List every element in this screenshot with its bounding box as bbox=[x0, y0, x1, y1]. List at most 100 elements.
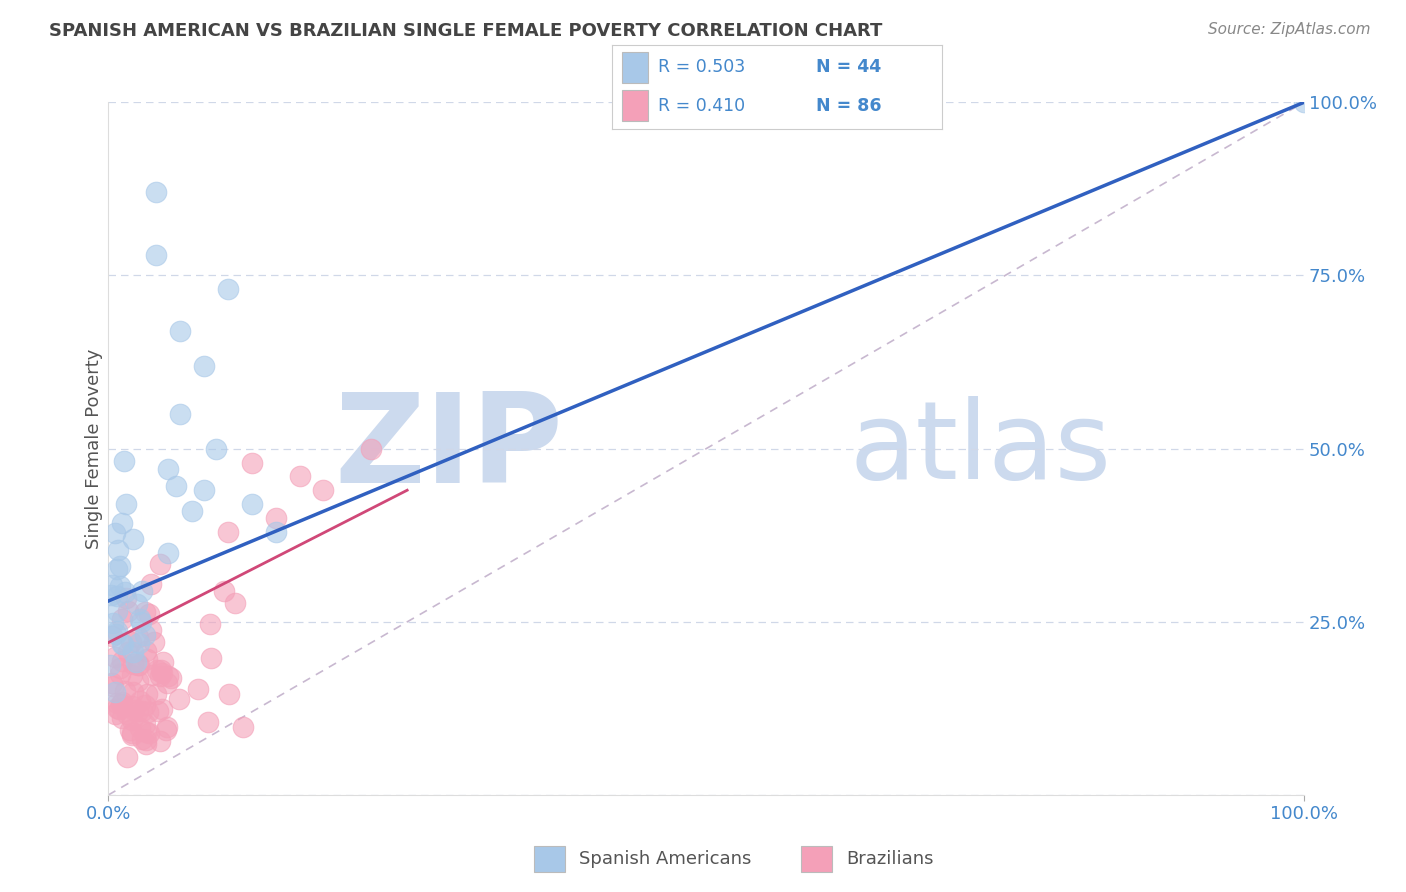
Point bbox=[105, 701, 128, 715]
Point bbox=[155, 720, 177, 734]
Point bbox=[101, 629, 124, 643]
Text: SPANISH AMERICAN VS BRAZILIAN SINGLE FEMALE POVERTY CORRELATION CHART: SPANISH AMERICAN VS BRAZILIAN SINGLE FEM… bbox=[49, 22, 883, 40]
Point bbox=[197, 714, 219, 729]
Point bbox=[146, 664, 169, 678]
Point bbox=[193, 359, 215, 373]
Point bbox=[104, 650, 127, 665]
Point bbox=[107, 542, 129, 557]
Point bbox=[101, 679, 124, 693]
Point bbox=[240, 456, 263, 470]
Point bbox=[111, 612, 134, 626]
Point bbox=[105, 627, 128, 641]
Point bbox=[101, 615, 124, 630]
Point bbox=[117, 605, 139, 619]
Point bbox=[134, 605, 156, 619]
Point bbox=[139, 577, 162, 591]
Point bbox=[312, 483, 335, 498]
Point bbox=[141, 667, 163, 681]
Point bbox=[143, 634, 166, 648]
Point bbox=[108, 701, 131, 715]
Point bbox=[115, 750, 138, 764]
Point bbox=[127, 631, 149, 645]
Point bbox=[204, 442, 226, 456]
Point bbox=[169, 324, 191, 338]
Point bbox=[121, 645, 143, 659]
Point bbox=[111, 711, 134, 725]
Point bbox=[112, 454, 135, 468]
Point bbox=[111, 694, 134, 708]
Point bbox=[120, 635, 142, 649]
Text: Spanish Americans: Spanish Americans bbox=[579, 850, 752, 868]
Point bbox=[127, 658, 149, 673]
Point bbox=[105, 562, 128, 576]
Point bbox=[101, 675, 124, 690]
Point bbox=[264, 524, 287, 539]
Point bbox=[101, 578, 124, 592]
Point bbox=[121, 713, 143, 727]
Point bbox=[135, 733, 157, 747]
Point bbox=[131, 731, 153, 746]
Point bbox=[156, 545, 179, 559]
Point bbox=[125, 655, 148, 669]
Point bbox=[129, 694, 152, 708]
Point bbox=[146, 705, 169, 719]
Point bbox=[121, 668, 143, 682]
Point bbox=[145, 687, 167, 701]
Point bbox=[124, 704, 146, 718]
Point bbox=[167, 692, 190, 706]
Point bbox=[115, 497, 138, 511]
Point bbox=[128, 612, 150, 626]
Point bbox=[218, 687, 240, 701]
Point bbox=[217, 282, 239, 296]
Point bbox=[135, 687, 157, 701]
Point bbox=[127, 704, 149, 718]
Point bbox=[104, 526, 127, 541]
Point bbox=[110, 697, 132, 711]
Point bbox=[114, 683, 136, 698]
Point bbox=[141, 623, 163, 637]
Point bbox=[1294, 95, 1316, 110]
Point bbox=[127, 674, 149, 689]
Point bbox=[121, 532, 143, 546]
Point bbox=[111, 516, 134, 531]
Point bbox=[217, 524, 239, 539]
Point bbox=[105, 624, 128, 638]
Point bbox=[198, 617, 221, 632]
Point bbox=[200, 650, 222, 665]
Point bbox=[224, 596, 246, 610]
Point bbox=[138, 726, 160, 740]
Point bbox=[128, 658, 150, 673]
Point bbox=[131, 583, 153, 598]
Point bbox=[108, 558, 131, 573]
Point bbox=[108, 661, 131, 675]
Point bbox=[117, 645, 139, 659]
Point bbox=[155, 723, 177, 738]
Point bbox=[134, 627, 156, 641]
Point bbox=[134, 717, 156, 731]
Point bbox=[129, 615, 152, 629]
Point bbox=[111, 637, 134, 651]
Point bbox=[193, 483, 215, 498]
Point bbox=[288, 469, 311, 483]
Point bbox=[111, 654, 134, 668]
Point bbox=[100, 588, 122, 602]
Point bbox=[180, 504, 202, 518]
FancyBboxPatch shape bbox=[621, 90, 648, 120]
Point bbox=[114, 591, 136, 606]
Point bbox=[131, 704, 153, 718]
Point bbox=[103, 706, 125, 721]
Text: Source: ZipAtlas.com: Source: ZipAtlas.com bbox=[1208, 22, 1371, 37]
Point bbox=[114, 585, 136, 599]
Point bbox=[118, 723, 141, 738]
Point bbox=[115, 707, 138, 722]
Y-axis label: Single Female Poverty: Single Female Poverty bbox=[86, 349, 103, 549]
Point bbox=[107, 696, 129, 710]
Text: Brazilians: Brazilians bbox=[846, 850, 934, 868]
Point bbox=[108, 578, 131, 592]
Point bbox=[111, 637, 134, 651]
Point bbox=[104, 685, 127, 699]
Point bbox=[128, 636, 150, 650]
Point bbox=[232, 720, 254, 734]
Text: R = 0.503: R = 0.503 bbox=[658, 59, 745, 77]
Point bbox=[129, 721, 152, 735]
